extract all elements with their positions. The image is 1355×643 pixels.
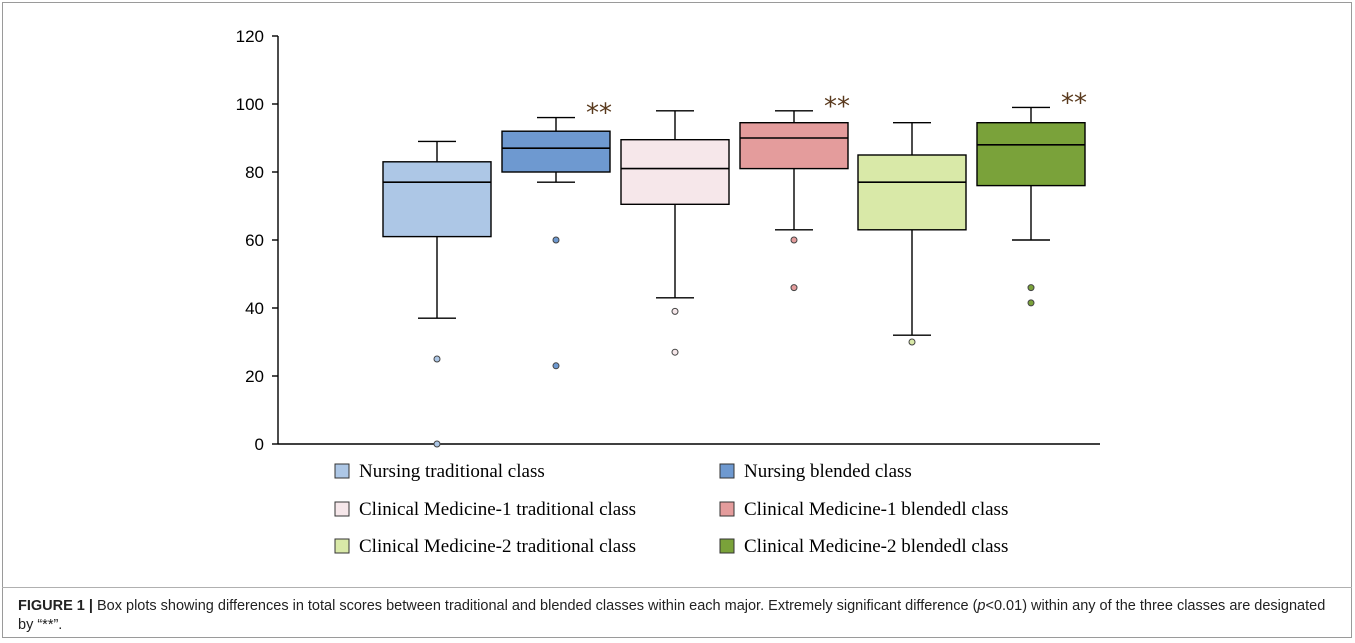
outlier-point [790,284,798,292]
box-3 [620,110,730,356]
box-iqr [620,138,730,205]
y-tick-label: 40 [245,299,264,318]
caption-p-symbol: p [977,598,986,614]
y-tick-label: 80 [245,163,264,182]
significance-marker: ** [824,92,850,122]
legend-label: Clinical Medicine-2 traditional class [359,536,636,557]
legend-swatch [719,501,735,517]
box-iqr [501,130,611,173]
legend: Nursing traditional class Nursing blended… [334,461,1008,557]
box-plot-chart: 0 20 40 60 80 100 120 ** ** ** Nursing tradition… [236,27,1100,557]
caption-label: FIGURE 1 | [18,598,93,614]
legend-label: Nursing traditional class [359,461,545,482]
y-tick-label: 0 [255,435,264,454]
caption-text-part-1: Box plots showing differences in total s… [92,598,978,614]
box-iqr [976,121,1086,187]
box-6: ** [976,88,1087,307]
y-tick-label: 120 [236,27,264,46]
outlier-point [1027,299,1035,307]
y-axis: 0 20 40 60 80 100 120 [236,27,1100,454]
significance-marker: ** [586,99,612,129]
box-1 [382,140,492,448]
legend-label: Clinical Medicine-1 blendedl class [744,499,1008,520]
legend-label: Clinical Medicine-2 blendedl class [744,536,1008,557]
box-5 [857,121,967,346]
legend-item-3: Clinical Medicine-1 traditional class [334,499,636,520]
legend-item-6: Clinical Medicine-2 blendedl class [719,536,1008,557]
outlier-point [908,338,916,346]
caption-divider [2,587,1352,588]
outlier-point [790,236,798,244]
box-iqr [382,161,492,238]
y-tick-label: 20 [245,367,264,386]
box-iqr [857,154,967,231]
outlier-point [671,307,679,315]
legend-swatch [334,501,350,517]
legend-label: Nursing blended class [744,461,912,482]
legend-item-4: Clinical Medicine-1 blendedl class [719,499,1008,520]
legend-item-1: Nursing traditional class [334,461,545,482]
legend-swatch [719,538,735,554]
y-tick-label: 100 [236,95,264,114]
box-4: ** [739,92,850,292]
box-iqr [739,121,849,170]
legend-item-5: Clinical Medicine-2 traditional class [334,536,636,557]
outlier-point [433,355,441,363]
legend-swatch [719,463,735,479]
significance-marker: ** [1061,88,1087,118]
outlier-point [552,362,560,370]
outlier-point [433,440,441,448]
legend-swatch [334,463,350,479]
legend-swatch [334,538,350,554]
figure-caption: FIGURE 1 | Box plots showing differences… [18,597,1338,635]
y-tick-label: 60 [245,231,264,250]
box-plot-series: ** ** ** [382,88,1087,448]
caption-text-part-2: <0.01) within any of the three classes a… [18,598,1326,633]
outlier-point [671,348,679,356]
box-2: ** [501,99,612,370]
outlier-point [552,236,560,244]
outlier-point [1027,284,1035,292]
legend-label: Clinical Medicine-1 traditional class [359,499,636,520]
legend-item-2: Nursing blended class [719,461,912,482]
